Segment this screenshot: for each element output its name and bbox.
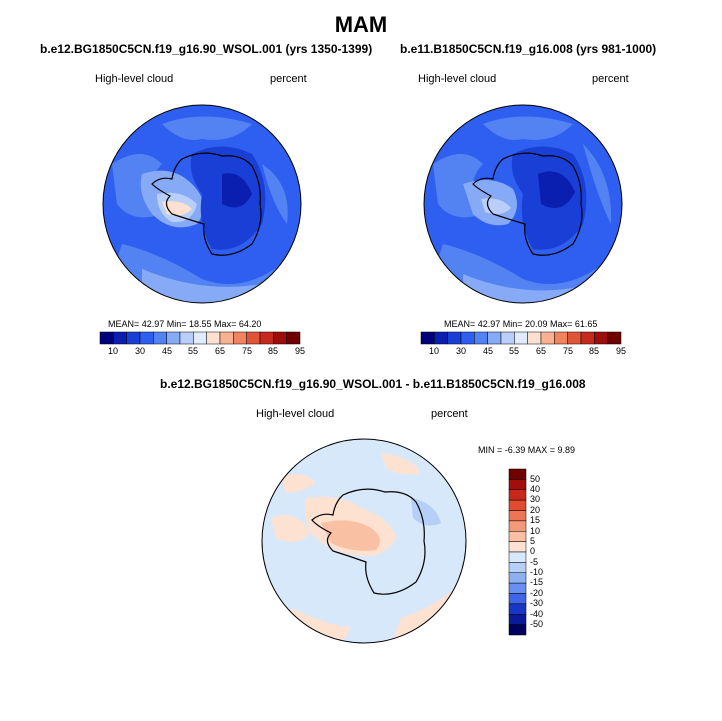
- difference-map: [261, 438, 467, 644]
- colorbar-swatch: [508, 520, 527, 532]
- panel-2-map: [423, 104, 623, 304]
- colorbar-swatch: [527, 331, 542, 345]
- cb-tick: 30: [455, 346, 467, 356]
- cb-tick: 75: [562, 346, 574, 356]
- panel-1-title: b.e12.BG1850C5CN.f19_g16.90_WSOL.001 (yr…: [40, 42, 373, 56]
- colorbar-swatch: [139, 331, 154, 345]
- colorbar-swatch: [113, 331, 127, 345]
- colorbar-swatch: [508, 468, 527, 480]
- cb-tick: -40: [530, 609, 544, 619]
- colorbar-swatch: [474, 331, 488, 345]
- colorbar-swatch: [434, 331, 448, 345]
- colorbar-swatch: [99, 331, 114, 345]
- cb-tick: 30: [530, 494, 541, 504]
- panel-1-map: [102, 104, 302, 304]
- cb-tick: 20: [530, 505, 541, 515]
- cb-tick: 95: [615, 346, 627, 356]
- cb-tick: 55: [187, 346, 199, 356]
- cb-tick: 30: [134, 346, 146, 356]
- colorbar-swatch: [514, 331, 528, 345]
- panel-1-units-label: percent: [270, 73, 307, 85]
- colorbar-swatch: [607, 331, 622, 345]
- cb-tick: 10: [428, 346, 440, 356]
- colorbar-swatch: [508, 531, 527, 542]
- difference-units-label: percent: [431, 408, 468, 420]
- panel-2-stats: MEAN= 42.97 Min= 20.09 Max= 61.65: [444, 319, 598, 329]
- panel-1-variable-label: High-level cloud: [95, 73, 174, 85]
- difference-variable-label: High-level cloud: [256, 408, 335, 420]
- cb-tick: 15: [530, 515, 541, 525]
- colorbar-swatch: [508, 541, 527, 553]
- colorbar-swatch: [508, 624, 527, 636]
- colorbar-swatch: [580, 331, 595, 345]
- colorbar-swatch: [594, 331, 608, 345]
- colorbar-swatch: [179, 331, 194, 345]
- colorbar-swatch: [508, 572, 527, 584]
- colorbar-swatch: [500, 331, 515, 345]
- cb-tick: 10: [107, 346, 119, 356]
- colorbar-swatch: [508, 489, 527, 501]
- panel-2-variable-label: High-level cloud: [418, 73, 497, 85]
- panel-1-colorbar: [99, 331, 301, 345]
- colorbar-swatch: [508, 582, 527, 594]
- cb-tick: 45: [161, 346, 173, 356]
- difference-title: b.e12.BG1850C5CN.f19_g16.90_WSOL.001 - b…: [160, 377, 586, 391]
- cb-tick: 75: [241, 346, 253, 356]
- cb-tick: -30: [530, 598, 544, 608]
- colorbar-swatch: [508, 603, 527, 615]
- colorbar-swatch: [233, 331, 247, 345]
- colorbar-swatch: [219, 331, 234, 345]
- colorbar-swatch: [540, 331, 555, 345]
- colorbar-swatch: [508, 562, 527, 573]
- colorbar-swatch: [508, 614, 527, 625]
- colorbar-swatch: [420, 331, 435, 345]
- panel-1-stats: MEAN= 42.97 Min= 18.55 Max= 64.20: [108, 319, 262, 329]
- cb-tick: 50: [530, 474, 541, 484]
- cb-tick: 65: [535, 346, 547, 356]
- colorbar-swatch: [508, 479, 527, 490]
- panel-2-colorbar-ticks: 10 30 45 55 65 75 85 95: [421, 346, 626, 358]
- colorbar-swatch: [153, 331, 167, 345]
- panel-2-colorbar: [420, 331, 622, 345]
- panel-2-units-label: percent: [592, 73, 629, 85]
- colorbar-swatch: [273, 331, 287, 345]
- cb-tick: 5: [530, 536, 536, 546]
- colorbar-swatch: [487, 331, 502, 345]
- colorbar-swatch: [567, 331, 582, 345]
- cb-tick: 55: [508, 346, 520, 356]
- colorbar-swatch: [447, 331, 462, 345]
- colorbar-swatch: [508, 593, 527, 605]
- colorbar-swatch: [508, 510, 527, 522]
- colorbar-swatch: [166, 331, 181, 345]
- cb-tick: -20: [530, 588, 544, 598]
- cb-tick: 0: [530, 546, 536, 556]
- cb-tick: 40: [530, 484, 541, 494]
- figure-title: MAM: [334, 12, 388, 37]
- cb-tick: -10: [530, 567, 544, 577]
- colorbar-swatch: [460, 331, 475, 345]
- colorbar-swatch: [193, 331, 207, 345]
- difference-colorbar: [508, 468, 527, 636]
- colorbar-swatch: [259, 331, 274, 345]
- colorbar-swatch: [206, 331, 221, 345]
- colorbar-swatch: [554, 331, 568, 345]
- cb-tick: 95: [294, 346, 306, 356]
- cb-tick: 10: [530, 526, 541, 536]
- cb-tick: 85: [588, 346, 600, 356]
- colorbar-swatch: [246, 331, 261, 345]
- panel-1-colorbar-ticks: 10 30 45 55 65 75 85 95: [100, 346, 305, 358]
- cb-tick: -50: [530, 619, 544, 629]
- cb-tick: -5: [530, 557, 539, 567]
- colorbar-swatch: [508, 499, 527, 511]
- panel-2-title: b.e11.B1850C5CN.f19_g16.008 (yrs 981-100…: [400, 42, 657, 56]
- colorbar-swatch: [286, 331, 301, 345]
- cb-tick: 45: [482, 346, 494, 356]
- cb-tick: 65: [214, 346, 226, 356]
- cb-tick: -15: [530, 577, 544, 587]
- difference-stats: MIN = -6.39 MAX = 9.89: [478, 445, 576, 455]
- colorbar-swatch: [508, 551, 527, 563]
- colorbar-swatch: [126, 331, 141, 345]
- cb-tick: 85: [267, 346, 279, 356]
- difference-colorbar-ticks: 50 40 30 20 15 10 5 0 -5 -10 -15 -20 -30…: [530, 469, 560, 635]
